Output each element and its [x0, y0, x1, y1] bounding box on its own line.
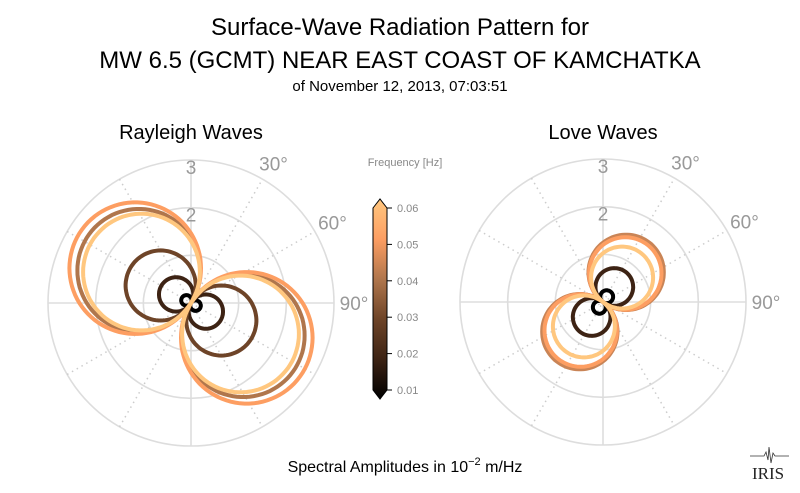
x-axis-label: Spectral Amplitudes in 10−2 m/Hz: [288, 456, 523, 476]
colorbar-tick-label: 0.03: [397, 312, 418, 324]
rayleigh-polar-plot: Rayleigh Waves 2 3 30° 60° 90°: [47, 122, 369, 447]
colorbar-tick-label: 0.02: [397, 349, 418, 361]
series-0.06hz-lobe: [81, 211, 301, 395]
colorbar-tick-label: 0.01: [397, 385, 418, 397]
x-axis-label-exp: −2: [468, 456, 481, 468]
iris-logo: IRIS: [750, 446, 789, 483]
radial-tick-label: 2: [186, 206, 197, 227]
series-0.05hz-lobe: [67, 200, 315, 406]
seismogram-icon: [750, 446, 789, 464]
series-0.06hz-lobe: [550, 244, 656, 360]
colorbar-label: Frequency [Hz]: [368, 157, 443, 169]
plot-title: Rayleigh Waves: [119, 122, 263, 144]
logo-text: IRIS: [752, 464, 784, 483]
x-axis-label-unit: m/Hz: [481, 459, 523, 476]
radial-tick-label: 2: [598, 205, 609, 226]
x-axis-label-prefix: Spectral Amplitudes in: [288, 459, 451, 476]
colorbar-tick-label: 0.06: [397, 203, 418, 215]
colorbar-tick-label: 0.05: [397, 239, 418, 251]
series-0.02hz-lobe: [157, 275, 225, 331]
plot-title: Love Waves: [548, 122, 657, 144]
subtitle: of November 12, 2013, 07:03:51: [292, 78, 507, 95]
radial-tick-label: 3: [598, 157, 609, 178]
title-line-1: Surface-Wave Radiation Pattern for: [211, 14, 589, 41]
radial-tick-label: 3: [186, 158, 197, 179]
angle-tick-label: 90°: [752, 293, 781, 314]
love-polar-plot: Love Waves 2 3 30° 60° 90°: [459, 122, 781, 446]
series-0.03hz-lobe: [123, 248, 259, 358]
angle-tick-label: 30°: [259, 155, 288, 176]
title-line-2: MW 6.5 (GCMT) NEAR EAST COAST OF KAMCHAT…: [99, 47, 700, 74]
x-axis-label-base: 10: [450, 459, 468, 476]
angle-tick-label: 60°: [730, 213, 759, 234]
colorbar-tick-label: 0.04: [397, 276, 418, 288]
angle-tick-label: 60°: [318, 214, 347, 235]
angle-tick-label: 30°: [671, 154, 700, 175]
colorbar-bar: [372, 198, 388, 400]
colorbar: Frequency [Hz] 0.01 0.02 0.03 0.04 0.05 0.06: [368, 157, 443, 400]
angle-tick-label: 90°: [340, 294, 369, 315]
